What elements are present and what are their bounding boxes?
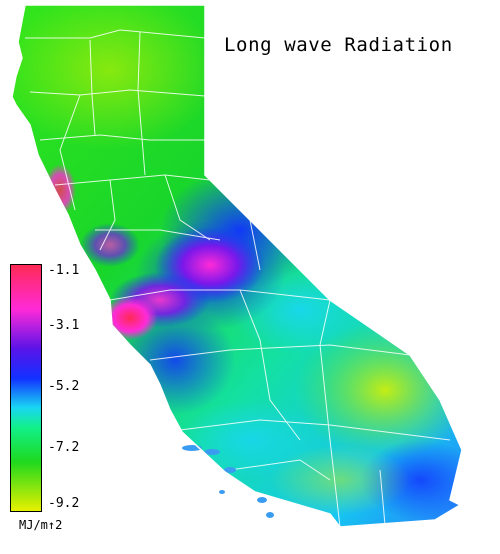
legend-label-3: -5.2 [48,379,80,394]
legend-label-max: -1.1 [48,263,80,278]
map-title: Long wave Radiation [224,34,453,56]
state-outline [11,4,463,528]
legend-label-2: -3.1 [48,318,80,333]
legend-label-4: -7.2 [48,440,80,455]
color-scale-bar [10,264,42,512]
county-borders [25,29,451,528]
legend-label-min: -9.2 [48,496,80,511]
legend-unit: MJ/m↑2 [19,518,63,532]
